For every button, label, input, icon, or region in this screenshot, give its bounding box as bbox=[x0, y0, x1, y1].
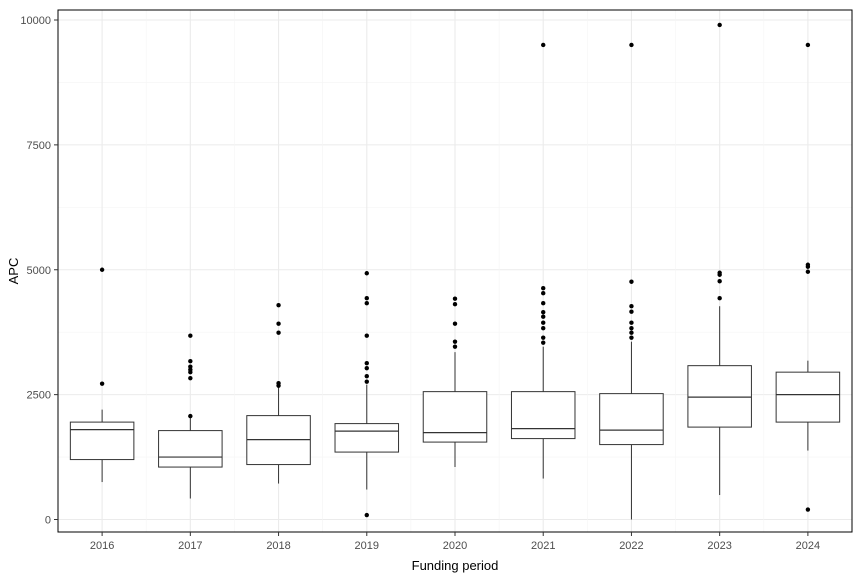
x-tick-label: 2017 bbox=[178, 540, 202, 552]
x-tick-label: 2023 bbox=[707, 540, 731, 552]
y-tick-label: 7500 bbox=[27, 140, 51, 152]
chart-svg: 0 2500 5000 7500 10000 2016 2017 2018 2019 2020 20… bbox=[0, 0, 864, 576]
x-axis-title: Funding period bbox=[412, 558, 499, 573]
x-tick-label: 2016 bbox=[90, 540, 114, 552]
x-tick-label: 2019 bbox=[355, 540, 379, 552]
x-tick-label: 2022 bbox=[619, 540, 643, 552]
x-tick-label: 2018 bbox=[266, 540, 290, 552]
y-tick-label: 10000 bbox=[20, 15, 51, 27]
y-tick-label: 5000 bbox=[27, 265, 51, 277]
y-tick-label: 2500 bbox=[27, 390, 51, 402]
apc-boxplot-chart: 0 2500 5000 7500 10000 2016 2017 2018 2019 2020 20… bbox=[0, 0, 864, 576]
y-axis-title: APC bbox=[6, 258, 21, 285]
x-tick-label: 2021 bbox=[531, 540, 555, 552]
x-tick-label: 2024 bbox=[796, 540, 820, 552]
x-tick-label: 2020 bbox=[443, 540, 467, 552]
y-tick-label: 0 bbox=[45, 515, 51, 527]
